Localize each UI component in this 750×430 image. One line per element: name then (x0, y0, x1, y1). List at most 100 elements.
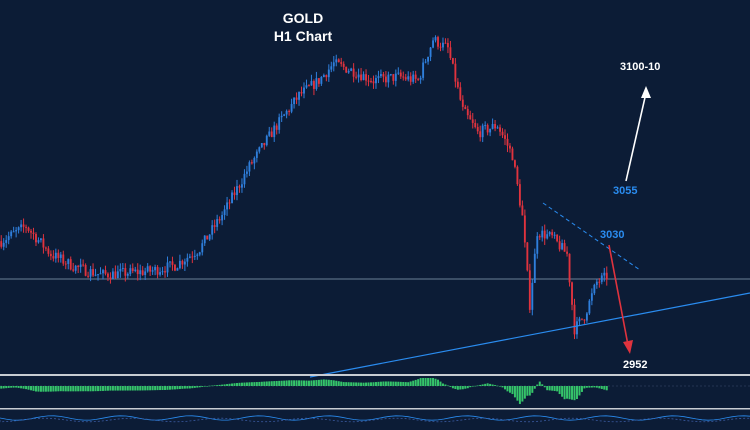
candle-body (102, 270, 104, 274)
histogram-bar (484, 383, 487, 386)
target-arrow-up (625, 92, 647, 182)
candle-body (422, 62, 425, 78)
candle-body (424, 61, 427, 63)
pane-separator-2 (0, 408, 750, 410)
candle-body (79, 264, 82, 268)
candle-body (583, 319, 586, 321)
candle-body (531, 282, 534, 310)
candle-body (245, 171, 248, 174)
candle-body (49, 253, 52, 257)
candle-body (471, 119, 474, 123)
candle-body (211, 225, 214, 235)
candle-body (305, 85, 308, 88)
histogram-bar (516, 386, 519, 401)
histogram-bar (89, 386, 92, 392)
candle-body (576, 321, 578, 335)
candle-body (248, 162, 251, 172)
oscillator-signal (0, 417, 750, 423)
histogram-bar (109, 386, 112, 391)
histogram-bar (312, 380, 315, 386)
histogram-bar (412, 380, 415, 386)
target-arrow-down-head (623, 340, 633, 354)
candle-body (293, 97, 296, 105)
histogram-bar (486, 383, 489, 386)
candle-body (186, 257, 189, 262)
histogram-bar (10, 386, 13, 388)
histogram-bar (538, 381, 541, 386)
candle-body (548, 232, 551, 235)
candle-body (598, 281, 601, 283)
candle-body (551, 232, 554, 236)
histogram-bar (173, 386, 176, 390)
candle-body (196, 254, 199, 256)
candle-body (347, 70, 350, 73)
candle-body (345, 66, 348, 73)
candle-body (553, 234, 556, 236)
histogram-bar (556, 386, 559, 392)
histogram-bar (176, 386, 179, 390)
candle-body (541, 230, 544, 238)
candle-body (10, 231, 13, 237)
histogram-bar (409, 381, 412, 386)
candle-body (501, 131, 504, 136)
candle-body (216, 219, 219, 227)
candle-body (52, 256, 55, 259)
histogram-bar (248, 382, 251, 386)
candle-body (352, 68, 355, 77)
candle-body (494, 124, 497, 129)
candle-body (159, 272, 162, 275)
candle-body (528, 270, 531, 310)
histogram-bar (39, 386, 42, 392)
candle-body (600, 275, 603, 282)
histogram-bar (240, 382, 243, 386)
histogram-bar (25, 386, 28, 390)
histogram-bar (181, 386, 184, 389)
candle-body (74, 265, 77, 271)
histogram-bar (69, 386, 72, 392)
candle-body (298, 91, 300, 100)
annotation-target-lower: 2952 (623, 359, 648, 371)
candle-body (62, 254, 65, 264)
candle-body (146, 266, 149, 272)
histogram-bar (144, 386, 147, 391)
histogram-bar (12, 386, 15, 388)
histogram-bar (501, 386, 504, 388)
histogram-bar (30, 386, 33, 391)
histogram-bar (62, 386, 65, 392)
histogram-bar (551, 386, 554, 391)
candle-body (169, 261, 171, 263)
histogram-bar (531, 386, 534, 393)
candle-body (236, 186, 238, 196)
candle-body (67, 259, 70, 264)
histogram-bar (59, 386, 62, 392)
histogram-bar (15, 386, 18, 388)
histogram-bar (156, 386, 159, 391)
candle-body (77, 265, 80, 268)
candle-body (481, 125, 484, 138)
candle-body (94, 274, 97, 276)
candle-body (454, 63, 457, 82)
histogram-bar (310, 380, 313, 386)
histogram-bar (196, 386, 199, 388)
candle-body (571, 282, 573, 305)
histogram-bar (42, 386, 45, 392)
histogram-bar (258, 381, 261, 386)
histogram-bar (451, 386, 454, 389)
histogram-bar (17, 386, 20, 388)
histogram-bar (37, 386, 40, 392)
histogram-bar (164, 386, 167, 390)
histogram-bar (2, 386, 5, 389)
candle-body (283, 114, 286, 116)
histogram-bar (124, 386, 127, 391)
candle-body (221, 215, 224, 221)
histogram-bar (461, 386, 464, 390)
histogram-bar (471, 386, 474, 387)
candle-body (2, 242, 5, 247)
candle-body (342, 63, 345, 67)
histogram-bar (198, 386, 201, 388)
candle-body (320, 76, 323, 84)
candle-body (27, 227, 30, 231)
histogram-bar (595, 386, 598, 388)
candle-body (372, 81, 375, 84)
candle-body (590, 293, 593, 301)
